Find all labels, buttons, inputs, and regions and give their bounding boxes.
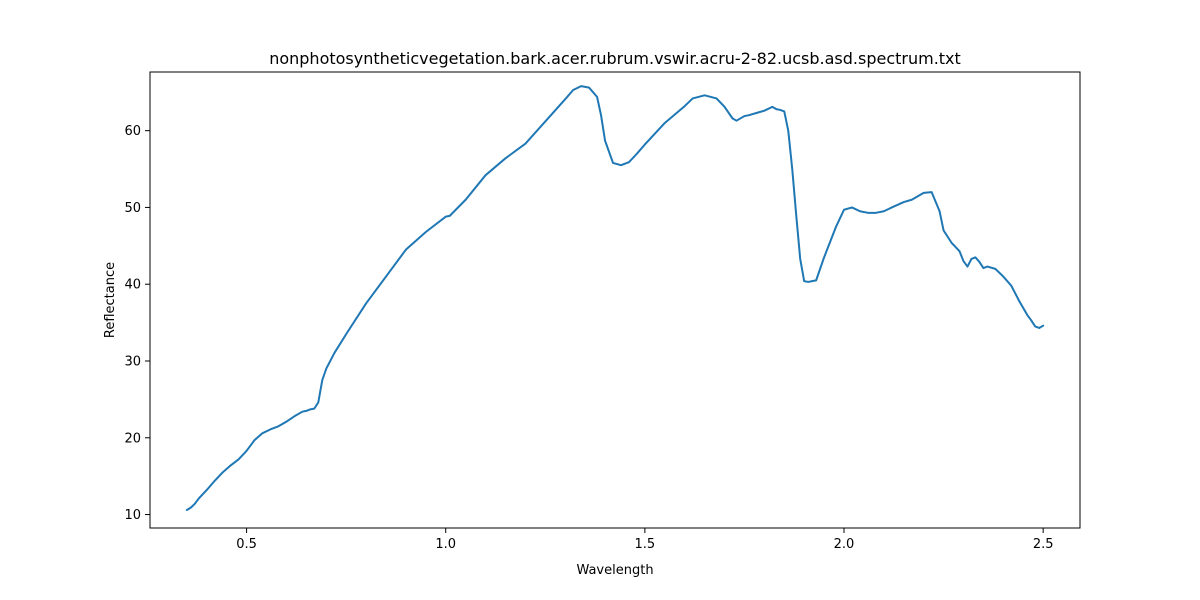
x-tick-label: 2.5	[1033, 537, 1054, 552]
x-axis-label: Wavelength	[576, 563, 653, 578]
y-tick-label: 30	[124, 355, 141, 370]
y-tick-label: 10	[124, 508, 141, 523]
y-axis: 10 20 30 40 50 60	[124, 124, 150, 523]
x-tick-label: 1.5	[635, 537, 656, 552]
x-tick-label: 0.5	[236, 537, 257, 552]
y-axis-label: Reflectance	[103, 262, 118, 338]
y-tick-label: 50	[124, 201, 141, 216]
y-tick-label: 20	[124, 431, 141, 446]
chart-title: nonphotosyntheticvegetation.bark.acer.ru…	[269, 49, 961, 68]
x-tick-label: 1.0	[435, 537, 456, 552]
series-line-0	[185, 85, 1045, 511]
x-axis: 0.5 1.0 1.5 2.0 2.5	[236, 528, 1054, 552]
x-tick-label: 2.0	[834, 537, 855, 552]
y-tick-label: 60	[124, 124, 141, 139]
plot-area	[185, 85, 1045, 511]
y-tick-label: 40	[124, 278, 141, 293]
axes-frame	[149, 71, 1081, 529]
